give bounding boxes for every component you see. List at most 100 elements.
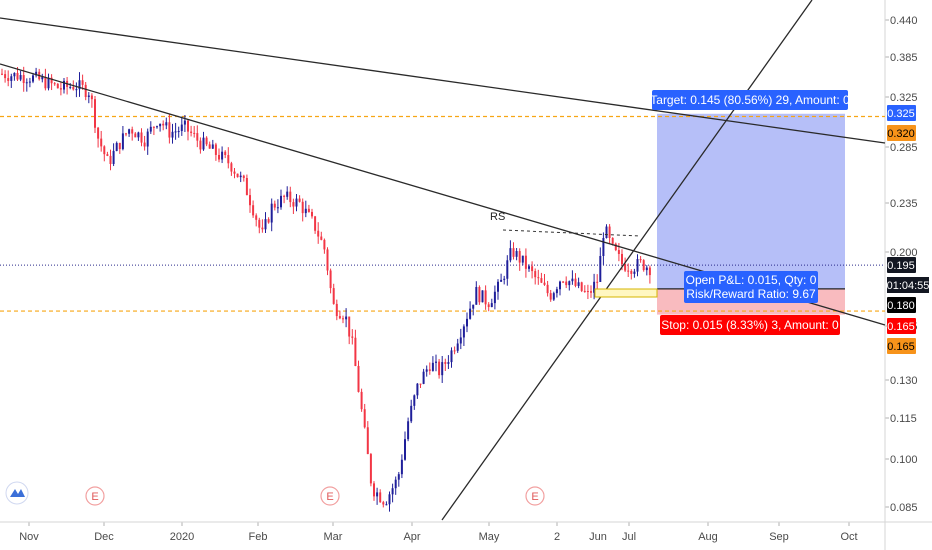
candle-body [332,288,335,304]
candle-body [270,203,273,223]
candle-body [351,336,354,338]
candle-body [7,78,10,81]
candle-body [438,361,441,376]
consolidation-box[interactable] [594,288,658,298]
candle-body [143,142,146,147]
candle-body [500,279,503,282]
candle-body [624,264,627,271]
candle-body [466,318,468,327]
trendline-ascending[interactable] [441,0,813,521]
candle-body [642,260,645,271]
candle-body [211,144,214,149]
candle-body [47,77,50,89]
price-tag-label: 0.325 [887,108,915,120]
candle-body [648,267,651,276]
candle-body [298,198,301,202]
pnl-label-box-text: Open P&L: 0.015, Qty: 0 [686,273,817,287]
rs-label: RS [490,211,505,223]
candle-body [425,369,428,372]
trendline-long-term[interactable] [0,17,886,144]
candle-body [617,250,620,254]
price-tick-label: 0.130 [890,375,918,387]
candle-body [97,127,100,139]
target-label-box[interactable] [652,90,848,110]
candle-body [565,281,568,286]
price-tag [887,105,916,121]
candle-body [301,201,304,214]
countdown-label: 01:04:55 [887,280,930,292]
candle-body [149,126,152,132]
candle-body [416,383,419,396]
candle-body [521,255,524,263]
candle-body [227,155,230,164]
time-tick-label: Mar [324,531,343,543]
candle-body [342,318,344,320]
candle-body [373,483,375,497]
candle-body [503,278,506,280]
neckline-dashed [502,229,641,237]
price-tick-label: 0.325 [890,92,918,104]
candle-body [280,195,282,208]
candle-body [515,251,518,257]
candle-body [621,253,623,265]
candle-body [307,208,310,212]
candle-body [118,142,121,150]
candle-body [224,151,227,156]
candle-body [506,260,509,279]
candle-body [137,132,140,138]
candle-body [633,271,636,274]
candle-body [363,409,366,428]
candle-body [249,195,251,206]
candle-body [444,362,447,364]
candle-body [487,304,490,308]
candle-body [140,132,143,143]
candle-body [84,84,87,98]
candle-body [245,177,248,196]
candle-body [549,293,552,300]
candle-body [419,383,422,385]
event-marker[interactable] [320,486,340,506]
candle-body [611,238,614,244]
price-tag-label: 0.180 [887,300,915,312]
candle-body [32,75,34,82]
stop-label-box[interactable] [660,315,840,335]
target-zone[interactable] [657,113,845,289]
candle-body [304,208,307,214]
candle-body [531,266,534,272]
candle-body [481,290,484,303]
time-tick-label: Nov [19,531,39,543]
candle-body [608,226,611,239]
price-tag [887,318,916,334]
price-tick-label: 0.440 [890,15,918,27]
candle-body [357,365,360,392]
price-tag-label: 0.165 [887,341,915,353]
candle-body [317,230,320,237]
candle-body [518,251,521,263]
candle-body [1,73,3,75]
candle-body [205,137,208,145]
candle-body [404,439,406,460]
candle-body [13,72,16,77]
candle-body [577,282,580,286]
event-marker[interactable] [525,486,545,506]
event-marker[interactable] [85,486,105,506]
pnl-label-box[interactable] [684,271,818,303]
candle-body [63,80,65,90]
candle-body [524,255,527,269]
candle-body [168,122,171,138]
candle-body [376,492,379,497]
candle-body [59,88,62,90]
candle-body [112,150,115,164]
time-tick-label: May [479,531,500,543]
candle-body [345,316,348,320]
time-tick-label: Apr [403,531,420,543]
candle-body [165,122,168,126]
event-marker-label: E [531,491,538,503]
price-tick-label: 0.115 [890,413,917,425]
candle-body [121,133,124,150]
candle-body [87,95,90,98]
candle-body [156,126,158,128]
candle-body [645,267,648,271]
candle-body [180,124,183,132]
